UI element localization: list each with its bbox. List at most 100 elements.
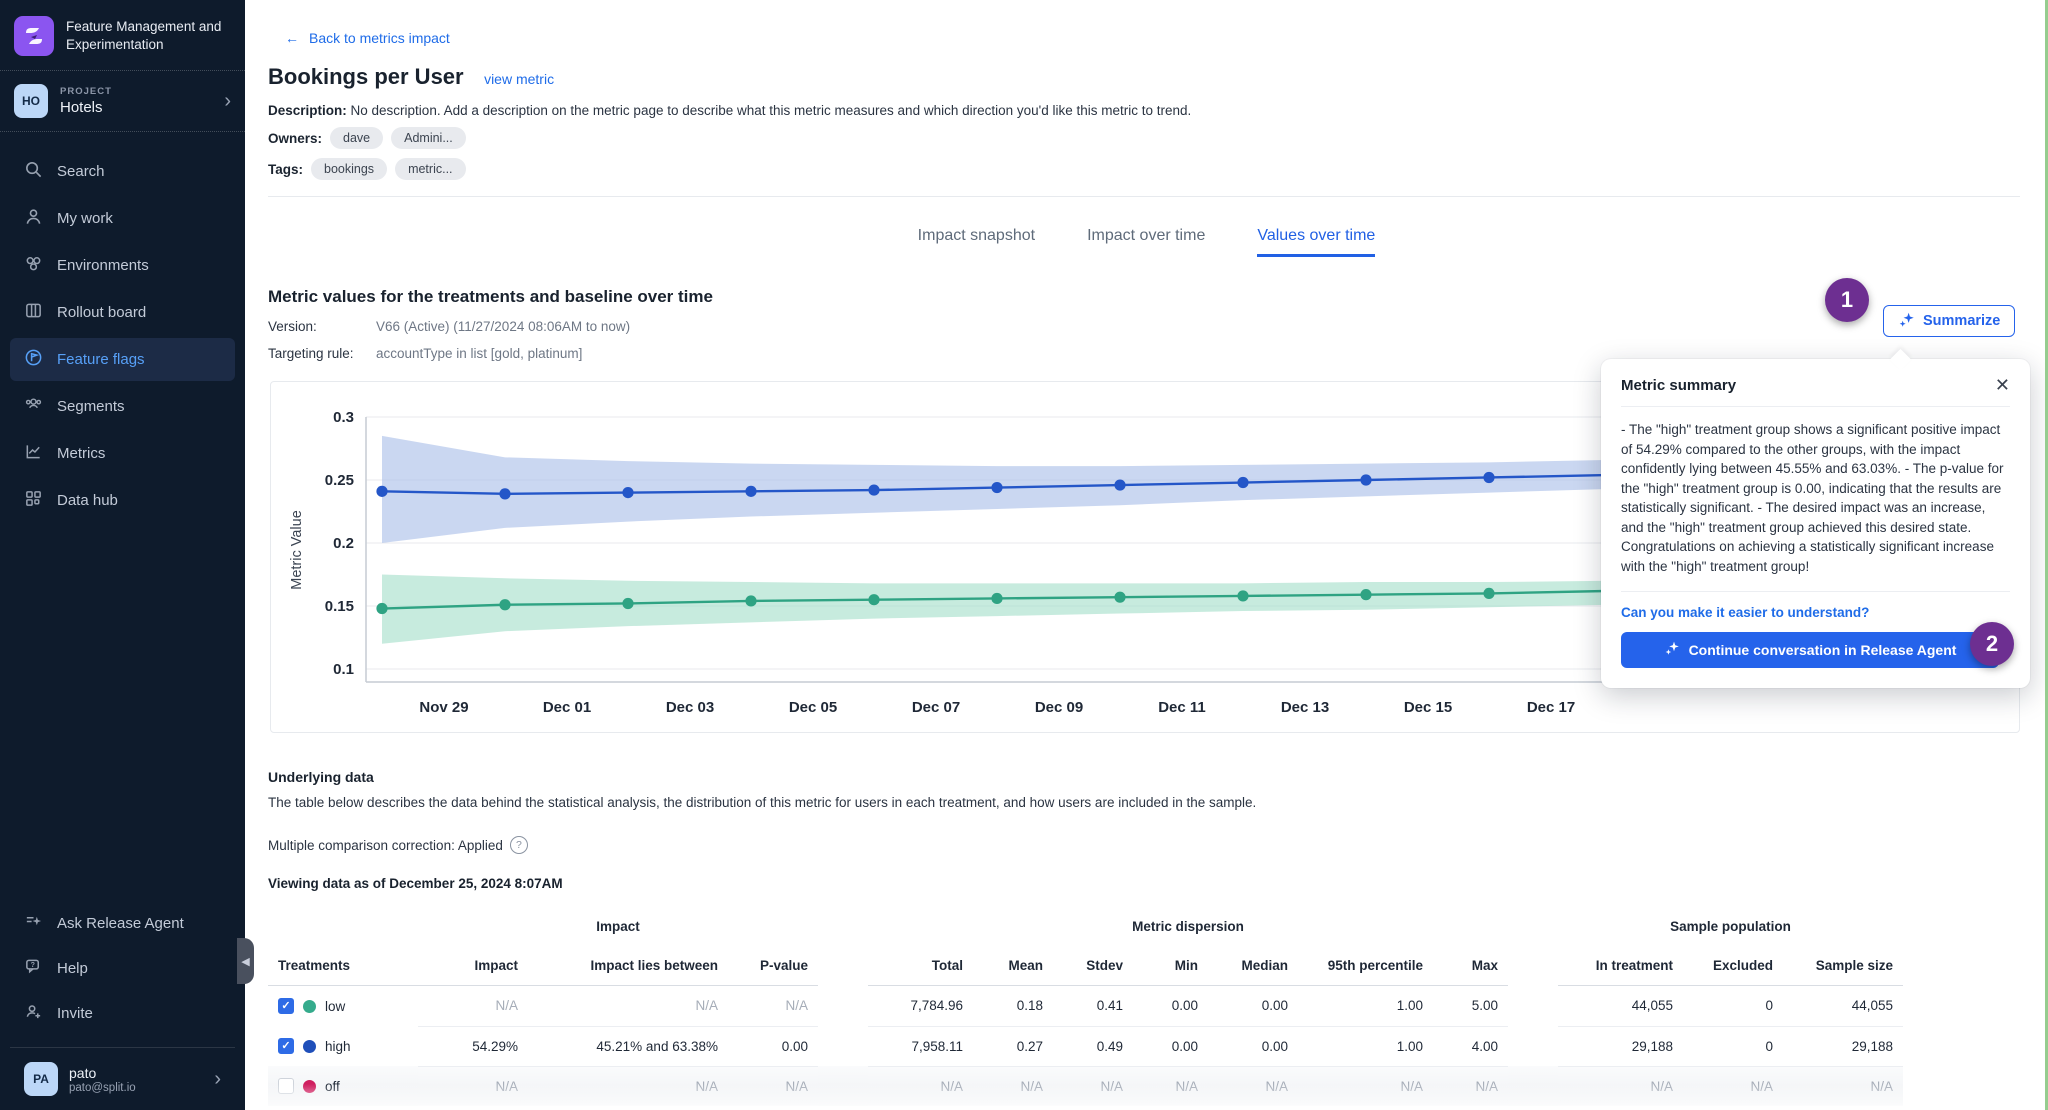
sidebar-collapse-handle[interactable]: ◀	[237, 938, 254, 984]
sidebar-item-environments[interactable]: Environments	[10, 244, 235, 287]
treatment-name: off	[325, 1078, 340, 1094]
table-cell: N/A	[868, 1066, 973, 1106]
table-cell: 0	[1683, 985, 1783, 1027]
description-text: No description. Add a description on the…	[350, 103, 1192, 118]
brand-title: Feature Management and Experimentation	[66, 18, 222, 52]
targeting-rule-row: Targeting rule: accountType in list [gol…	[268, 346, 2020, 361]
column-header: Mean	[973, 946, 1053, 986]
table-cell: N/A	[973, 1066, 1053, 1106]
sidebar-item-help[interactable]: ? Help	[10, 947, 235, 990]
svg-text:Dec 07: Dec 07	[912, 699, 960, 716]
treatment-checkbox[interactable]: ✓	[278, 1038, 294, 1054]
continue-conversation-button[interactable]: Continue conversation in Release Agent	[1621, 631, 1999, 668]
column-header: Treatments	[268, 946, 418, 986]
sidebar-item-label: Search	[57, 163, 105, 180]
sidebar-item-rollout-board[interactable]: Rollout board	[10, 291, 235, 334]
column-header: Median	[1208, 946, 1298, 986]
column-header: Max	[1433, 946, 1508, 986]
sidebar-item-label: Invite	[57, 1005, 93, 1022]
help-icon: ?	[24, 957, 43, 980]
underlying-data-heading: Underlying data	[268, 769, 374, 785]
sparkles-icon	[1664, 640, 1680, 659]
sidebar-item-data-hub[interactable]: Data hub	[10, 479, 235, 522]
tag-pill[interactable]: bookings	[311, 158, 388, 180]
sparkles-icon	[1898, 311, 1915, 332]
table-cell: 1.00	[1298, 1026, 1433, 1067]
followup-link[interactable]: Can you make it easier to understand?	[1621, 604, 1870, 620]
project-name: Hotels	[60, 99, 103, 116]
tags-label: Tags:	[268, 161, 304, 177]
owner-pill[interactable]: Admini...	[391, 127, 466, 149]
version-value: V66 (Active) (11/27/2024 08:06AM to now)	[376, 319, 631, 334]
column-header: Sample size	[1783, 946, 1903, 986]
description-label: Description:	[268, 103, 347, 118]
summarize-button[interactable]: Summarize	[1883, 305, 2016, 337]
svg-text:Metric Value: Metric Value	[289, 510, 305, 590]
brand: Feature Management and Experimentation	[0, 0, 245, 71]
table-spacer	[818, 907, 868, 946]
sidebar-nav: Search My work Environments Rollout boar…	[0, 132, 245, 522]
table-cell: N/A	[418, 1066, 528, 1106]
tab-impact-snapshot[interactable]: Impact snapshot	[917, 227, 1036, 244]
svg-text:?: ?	[31, 961, 35, 969]
split-logo-icon	[14, 16, 54, 56]
svg-text:Nov 29: Nov 29	[419, 699, 468, 716]
continue-conversation-label: Continue conversation in Release Agent	[1688, 641, 1957, 658]
table-cell: N/A	[1783, 1066, 1903, 1106]
person-icon	[24, 207, 43, 230]
view-metric-link[interactable]: view metric	[484, 71, 555, 87]
tag-pill[interactable]: metric...	[395, 158, 466, 180]
user-menu[interactable]: PA pato pato@split.io ›	[10, 1047, 235, 1110]
tab-values-over-time[interactable]: Values over time	[1257, 227, 1376, 257]
sidebar-item-ask-release-agent[interactable]: Ask Release Agent	[10, 902, 235, 945]
sidebar-item-metrics[interactable]: Metrics	[10, 432, 235, 475]
metric-summary-popup: Metric summary ✕ - The "high" treatment …	[1601, 348, 2030, 688]
table-cell: 29,188	[1558, 1026, 1683, 1067]
table-cell: 0.27	[973, 1026, 1053, 1067]
table-cell: N/A	[1298, 1066, 1433, 1106]
tab-impact-over-time[interactable]: Impact over time	[1087, 227, 1206, 244]
table-cell: N/A	[728, 1066, 818, 1106]
table-cell: 4.00	[1433, 1026, 1508, 1067]
avatar: PA	[24, 1062, 58, 1096]
owner-pill[interactable]: dave	[330, 127, 384, 149]
column-header: Min	[1133, 946, 1208, 986]
column-header: Total	[868, 946, 973, 986]
close-icon[interactable]: ✕	[1994, 375, 2010, 395]
sidebar-item-invite[interactable]: Invite	[10, 992, 235, 1035]
chevron-right-icon: ›	[224, 89, 231, 112]
table-cell: N/A	[1558, 1066, 1683, 1106]
section-heading: Metric values for the treatments and bas…	[268, 287, 713, 306]
sidebar-item-search[interactable]: Search	[10, 150, 235, 193]
treatment-color-dot	[303, 1079, 316, 1093]
table-cell: N/A	[528, 985, 728, 1027]
tags-row: Tags: bookings metric...	[268, 158, 2020, 180]
project-switcher[interactable]: HO PROJECT Hotels ›	[0, 71, 245, 132]
svg-text:Dec 03: Dec 03	[666, 699, 714, 716]
treatment-checkbox[interactable]	[278, 1078, 294, 1094]
table-cell: 0.00	[1208, 1026, 1298, 1067]
underlying-data-description: The table below describes the data behin…	[268, 795, 1257, 810]
sidebar-item-feature-flags[interactable]: Feature flags	[10, 338, 235, 381]
table-cell: N/A	[1433, 1066, 1508, 1106]
table-cell: 0	[1683, 1026, 1783, 1067]
table-cell: 0.41	[1053, 985, 1133, 1027]
treatment-checkbox[interactable]: ✓	[278, 998, 294, 1014]
table-group-header: Impact	[596, 919, 640, 934]
targeting-rule-label: Targeting rule:	[268, 346, 354, 361]
sidebar-item-my-work[interactable]: My work	[10, 197, 235, 240]
table-cell: 7,958.11	[868, 1026, 973, 1067]
annotation-step-1: 1	[1825, 278, 1869, 322]
sidebar-item-segments[interactable]: Segments	[10, 385, 235, 428]
version-label: Version:	[268, 319, 317, 334]
table-cell: 5.00	[1433, 985, 1508, 1027]
info-icon[interactable]: ?	[509, 836, 528, 854]
treatment-name: low	[325, 998, 346, 1014]
underlying-data-section: Underlying data The table below describe…	[245, 769, 2048, 1106]
svg-text:0.1: 0.1	[333, 661, 354, 678]
user-name: pato	[69, 1064, 97, 1081]
back-link[interactable]: Back to metrics impact	[309, 30, 450, 46]
sidebar-item-label: Help	[57, 960, 88, 977]
table-cell: N/A	[728, 985, 818, 1027]
svg-text:Dec 09: Dec 09	[1035, 699, 1083, 716]
